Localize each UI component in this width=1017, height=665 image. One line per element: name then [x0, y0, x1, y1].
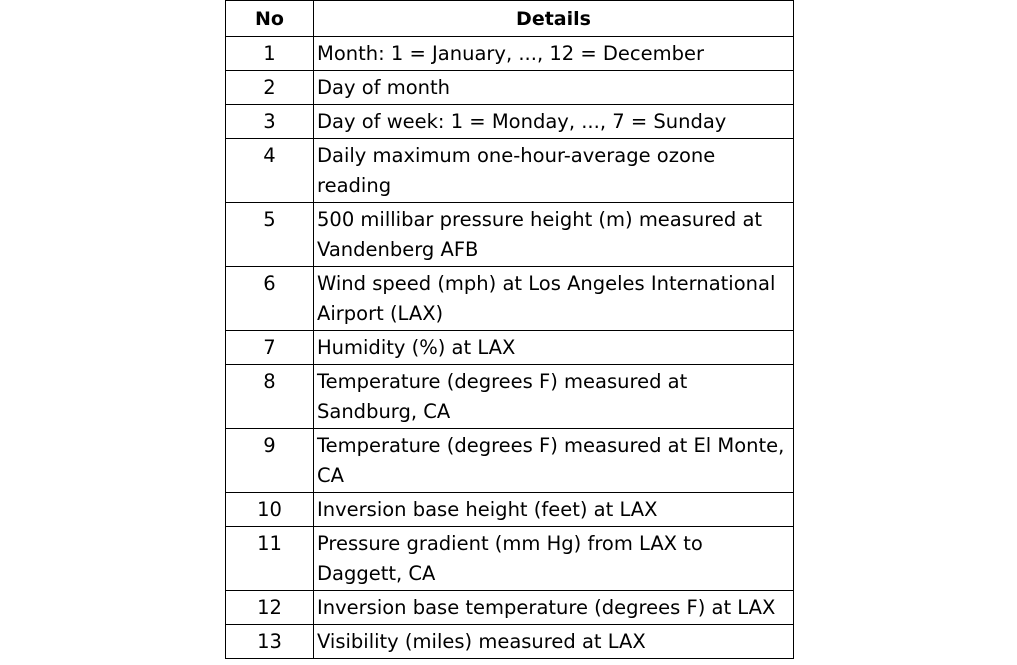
- details-line: Daily maximum one-hour-average ozone: [317, 144, 716, 167]
- row-details: Wind speed (mph) at Los Angeles Internat…: [313, 266, 794, 331]
- header-details: Details: [313, 0, 794, 37]
- details-line: Inversion base temperature (degrees F) a…: [317, 596, 776, 619]
- details-line: Pressure gradient (mm Hg) from LAX to: [317, 532, 703, 555]
- details-line: Humidity (%) at LAX: [317, 336, 516, 359]
- table-row: 4 Daily maximum one-hour-average ozone rea…: [225, 138, 794, 203]
- table-row: 9 Temperature (degrees F) measured at El …: [225, 428, 794, 493]
- table-row: 10 Inversion base height (feet) at LAX: [225, 492, 794, 527]
- table-row: 6 Wind speed (mph) at Los Angeles Interna…: [225, 266, 794, 331]
- table-row: 11 Pressure gradient (mm Hg) from LAX to D…: [225, 526, 794, 591]
- row-details: Inversion base height (feet) at LAX: [313, 492, 794, 527]
- row-number: 7: [225, 330, 314, 365]
- row-details: Temperature (degrees F) measured at El M…: [313, 428, 794, 493]
- row-number: 5: [225, 202, 314, 267]
- table-row: 2 Day of month: [225, 70, 794, 105]
- table-row: 5 500 millibar pressure height (m) measur…: [225, 202, 794, 267]
- table-row: 13 Visibility (miles) measured at LAX: [225, 624, 794, 659]
- row-details: Pressure gradient (mm Hg) from LAX to Dag…: [313, 526, 794, 591]
- row-details: Daily maximum one-hour-average ozone read…: [313, 138, 794, 203]
- row-number: 6: [225, 266, 314, 331]
- details-line: 500 millibar pressure height (m) measure…: [317, 208, 763, 231]
- details-line: Airport (LAX): [317, 302, 444, 325]
- row-number: 1: [225, 36, 314, 71]
- table-row: 1 Month: 1 = January, ..., 12 = December: [225, 36, 794, 71]
- row-details: Humidity (%) at LAX: [313, 330, 794, 365]
- row-details: Inversion base temperature (degrees F) a…: [313, 590, 794, 625]
- row-details: 500 millibar pressure height (m) measure…: [313, 202, 794, 267]
- table-row: 7 Humidity (%) at LAX: [225, 330, 794, 365]
- table-row: 12 Inversion base temperature (degrees F)…: [225, 590, 794, 625]
- details-line: Temperature (degrees F) measured at El M…: [317, 434, 785, 457]
- row-number: 11: [225, 526, 314, 591]
- row-number: 9: [225, 428, 314, 493]
- details-line: Sandburg, CA: [317, 400, 451, 423]
- header-no: No: [225, 0, 314, 37]
- details-line: Day of week: 1 = Monday, ..., 7 = Sunday: [317, 110, 727, 133]
- table-row: 8 Temperature (degrees F) measured at Sand…: [225, 364, 794, 429]
- variables-table: No Details 1 Month: 1 = January, ..., 12 …: [225, 0, 794, 659]
- row-details: Month: 1 = January, ..., 12 = December: [313, 36, 794, 71]
- table-body: 1 Month: 1 = January, ..., 12 = December 2…: [225, 36, 794, 659]
- row-number: 4: [225, 138, 314, 203]
- details-line: Daggett, CA: [317, 562, 436, 585]
- details-line: CA: [317, 464, 344, 487]
- table-row: 3 Day of week: 1 = Monday, ..., 7 = Sunda…: [225, 104, 794, 139]
- details-line: Day of month: [317, 76, 450, 99]
- row-details: Day of week: 1 = Monday, ..., 7 = Sunday: [313, 104, 794, 139]
- row-number: 13: [225, 624, 314, 659]
- row-details: Day of month: [313, 70, 794, 105]
- details-line: Visibility (miles) measured at LAX: [317, 630, 646, 653]
- header-row: No Details: [225, 0, 794, 37]
- details-line: Inversion base height (feet) at LAX: [317, 498, 658, 521]
- row-details: Visibility (miles) measured at LAX: [313, 624, 794, 659]
- details-line: Temperature (degrees F) measured at: [317, 370, 688, 393]
- details-line: reading: [317, 174, 392, 197]
- details-line: Wind speed (mph) at Los Angeles Internat…: [317, 272, 776, 295]
- table-header: No Details: [225, 0, 794, 37]
- row-number: 2: [225, 70, 314, 105]
- row-number: 3: [225, 104, 314, 139]
- details-line: Month: 1 = January, ..., 12 = December: [317, 42, 705, 65]
- row-number: 8: [225, 364, 314, 429]
- details-line: Vandenberg AFB: [317, 238, 479, 261]
- row-number: 10: [225, 492, 314, 527]
- row-number: 12: [225, 590, 314, 625]
- row-details: Temperature (degrees F) measured at Sandb…: [313, 364, 794, 429]
